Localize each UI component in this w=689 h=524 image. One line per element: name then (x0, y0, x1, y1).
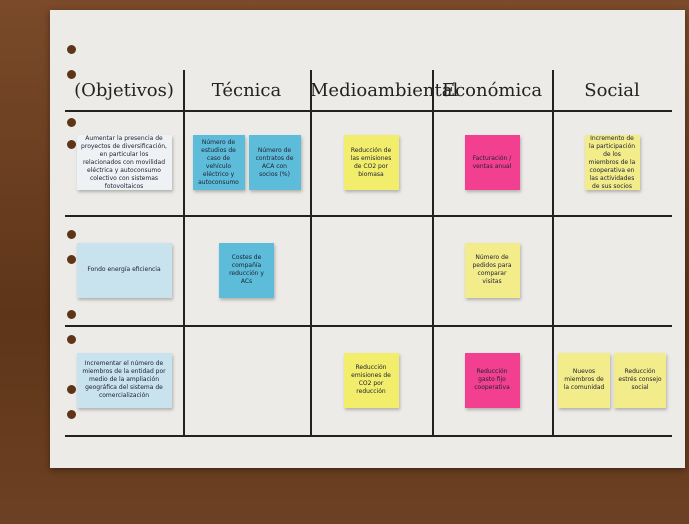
punch-hole (67, 335, 76, 344)
column-header: Técnica (211, 80, 282, 101)
column-header: (Objetivos) (74, 80, 174, 101)
sticky-note: Facturación / ventas anual (464, 135, 520, 190)
punch-hole (67, 70, 76, 79)
sticky-note: Reducción de las emisiones de CO2 por bi… (343, 135, 399, 190)
grid-line (552, 70, 554, 435)
sticky-note: Reducción emisiones de CO2 por reducción (343, 352, 399, 408)
sticky-note: Número de contratos de ACA con socios (%… (248, 135, 301, 190)
grid-line (65, 110, 672, 112)
sticky-note: Fondo energía eficiencia (76, 242, 172, 298)
column-header: Medioambiental (310, 80, 459, 101)
grid-line (432, 70, 434, 435)
grid-line (65, 435, 672, 437)
column-header: Social (584, 80, 640, 101)
sticky-note: Incrementar el número de miembros de la … (76, 352, 172, 408)
grid-line (183, 70, 185, 435)
punch-hole (67, 410, 76, 419)
punch-hole (67, 255, 76, 264)
sticky-note: Reducción estrés consejo social (614, 352, 666, 408)
punch-hole (67, 45, 76, 54)
sticky-note: Reducción gasto fijo cooperativa (464, 352, 520, 408)
grid-line (310, 70, 312, 435)
sticky-note: Número de pedidos para comparar visitas (464, 242, 520, 298)
punch-hole (67, 310, 76, 319)
punch-hole (67, 118, 76, 127)
sticky-note: Número de estudios de caso de vehículo e… (192, 135, 245, 190)
column-header: Económica (441, 80, 543, 101)
sticky-note: Nuevos miembros de la comunidad (558, 352, 610, 408)
punch-hole (67, 385, 76, 394)
sticky-note: Incremento de la participación de los mi… (584, 135, 640, 190)
sticky-note: Costes de compañía reducción y ACs (219, 242, 274, 298)
punch-hole (67, 140, 76, 149)
grid-line (65, 215, 672, 217)
sticky-note: Aumentar la presencia de proyectos de di… (76, 135, 172, 190)
grid-line (65, 325, 672, 327)
punch-hole (67, 230, 76, 239)
